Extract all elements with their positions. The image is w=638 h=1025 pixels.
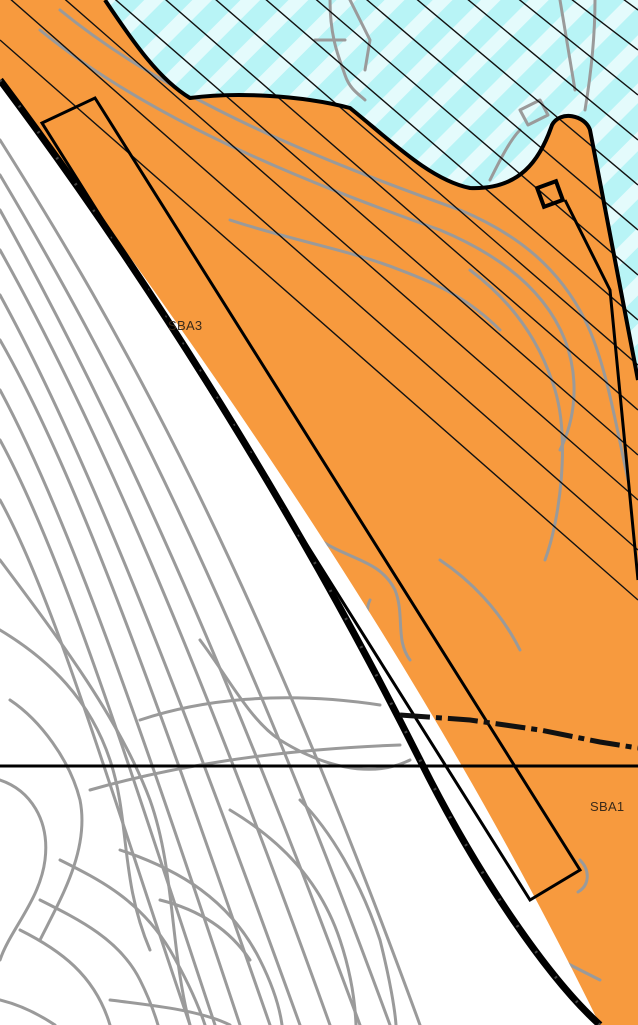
contour-lines <box>0 138 422 1025</box>
hatch-overlay <box>0 0 638 601</box>
dashed-boundary <box>399 712 638 751</box>
zone-label-sba1: SBA1 <box>590 799 625 814</box>
shoreline-boundary <box>103 0 638 381</box>
zone-label-sba3: SBA3 <box>168 318 203 333</box>
structure-marker <box>534 178 566 210</box>
zone-edge-boundary <box>563 199 638 581</box>
parcel-sba3-outline[interactable] <box>39 96 583 903</box>
